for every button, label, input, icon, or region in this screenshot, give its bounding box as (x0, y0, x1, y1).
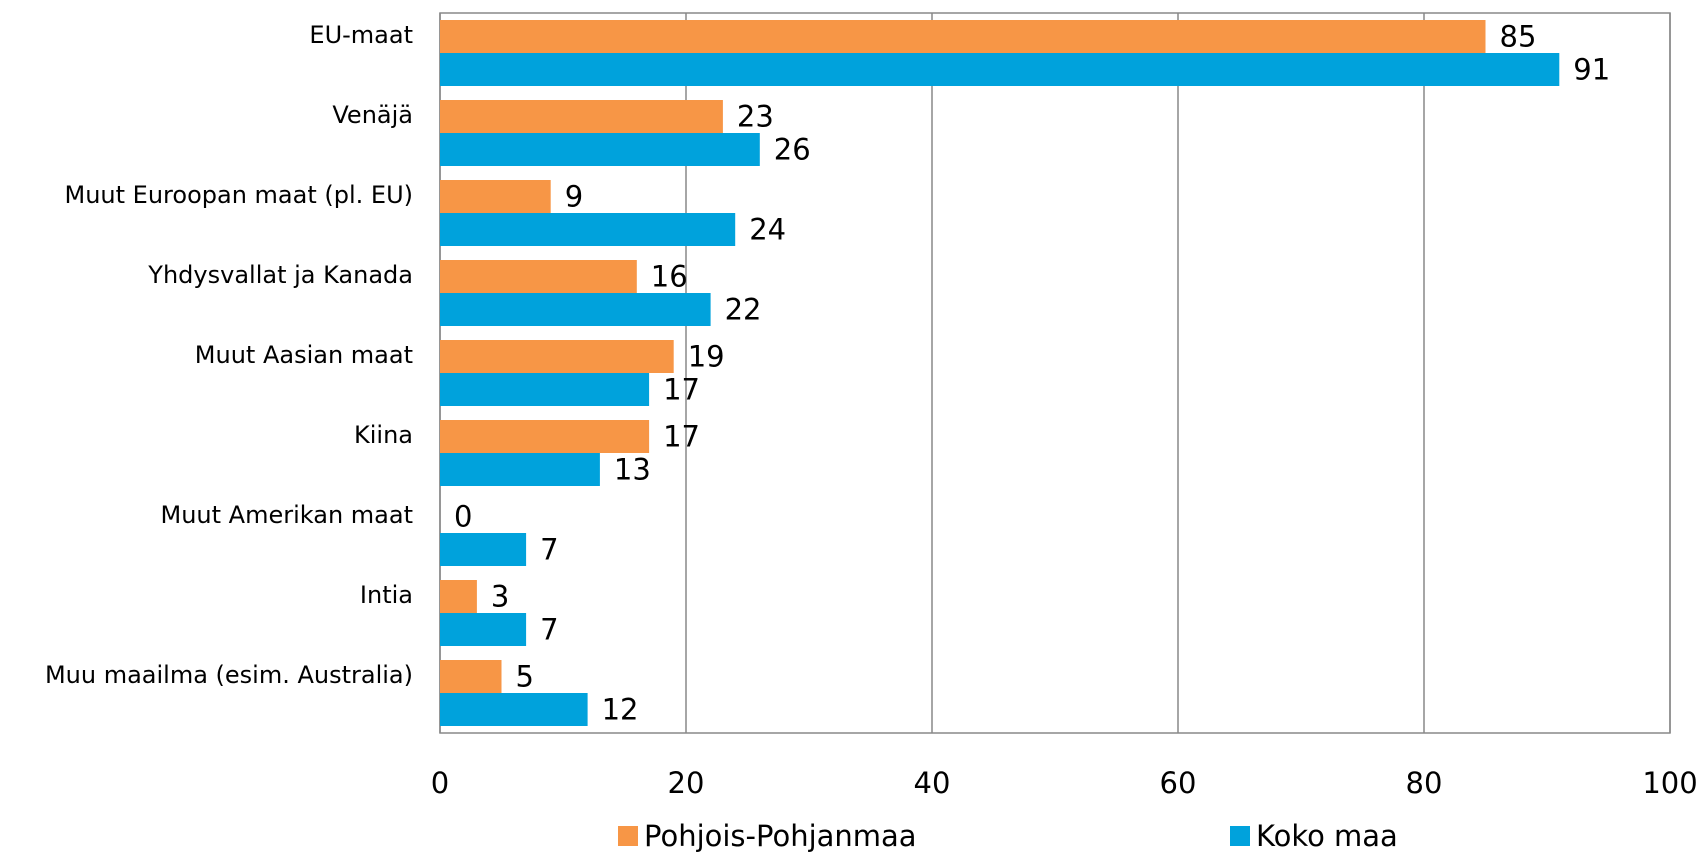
bar (440, 533, 527, 566)
data-label: 3 (491, 580, 509, 614)
bar (440, 580, 477, 613)
legend-swatch (1230, 826, 1250, 846)
bar (440, 53, 1560, 86)
data-label: 9 (565, 180, 583, 214)
data-label: 91 (1573, 53, 1610, 87)
bar (440, 180, 551, 213)
bar (440, 20, 1486, 53)
bar (440, 340, 674, 373)
bar (440, 100, 723, 133)
y-tick-label: Kiina (354, 421, 413, 449)
bar (440, 693, 588, 726)
y-tick-label: Muut Amerikan maat (161, 501, 414, 529)
y-tick-label: Muu maailma (esim. Australia) (45, 661, 413, 689)
x-tick-label: 20 (668, 766, 705, 800)
data-label: 22 (725, 293, 762, 327)
data-label: 19 (688, 340, 725, 374)
bar (440, 133, 760, 166)
y-tick-label: Muut Euroopan maat (pl. EU) (65, 181, 413, 209)
x-tick-label: 80 (1406, 766, 1443, 800)
bar (440, 293, 711, 326)
data-label: 0 (454, 500, 472, 534)
bar (440, 260, 637, 293)
data-label: 17 (663, 420, 700, 454)
x-tick-label: 0 (431, 766, 449, 800)
data-label: 7 (540, 533, 558, 567)
data-label: 12 (602, 693, 639, 727)
x-tick-label: 60 (1160, 766, 1197, 800)
bar (440, 373, 650, 406)
x-tick-label: 100 (1642, 766, 1697, 800)
data-label: 16 (651, 260, 688, 294)
data-label: 5 (516, 660, 534, 694)
y-tick-label: EU-maat (309, 21, 413, 49)
bar (440, 613, 527, 646)
legend-swatch (618, 826, 638, 846)
y-tick-label: Intia (360, 581, 413, 609)
bar (440, 420, 650, 453)
bar (440, 453, 600, 486)
legend-label: Koko maa (1256, 819, 1398, 853)
data-label: 26 (774, 133, 811, 167)
data-label: 17 (663, 373, 700, 407)
y-tick-label: Venäjä (332, 101, 413, 129)
bar (440, 660, 502, 693)
data-label: 23 (737, 100, 774, 134)
y-tick-label: Yhdysvallat ja Kanada (147, 261, 413, 289)
legend-label: Pohjois-Pohjanmaa (644, 819, 917, 853)
data-label: 24 (749, 213, 786, 247)
data-label: 7 (540, 613, 558, 647)
data-label: 13 (614, 453, 651, 487)
y-tick-label: Muut Aasian maat (195, 341, 413, 369)
data-label: 85 (1500, 20, 1537, 54)
x-tick-label: 40 (914, 766, 951, 800)
bar (440, 213, 736, 246)
